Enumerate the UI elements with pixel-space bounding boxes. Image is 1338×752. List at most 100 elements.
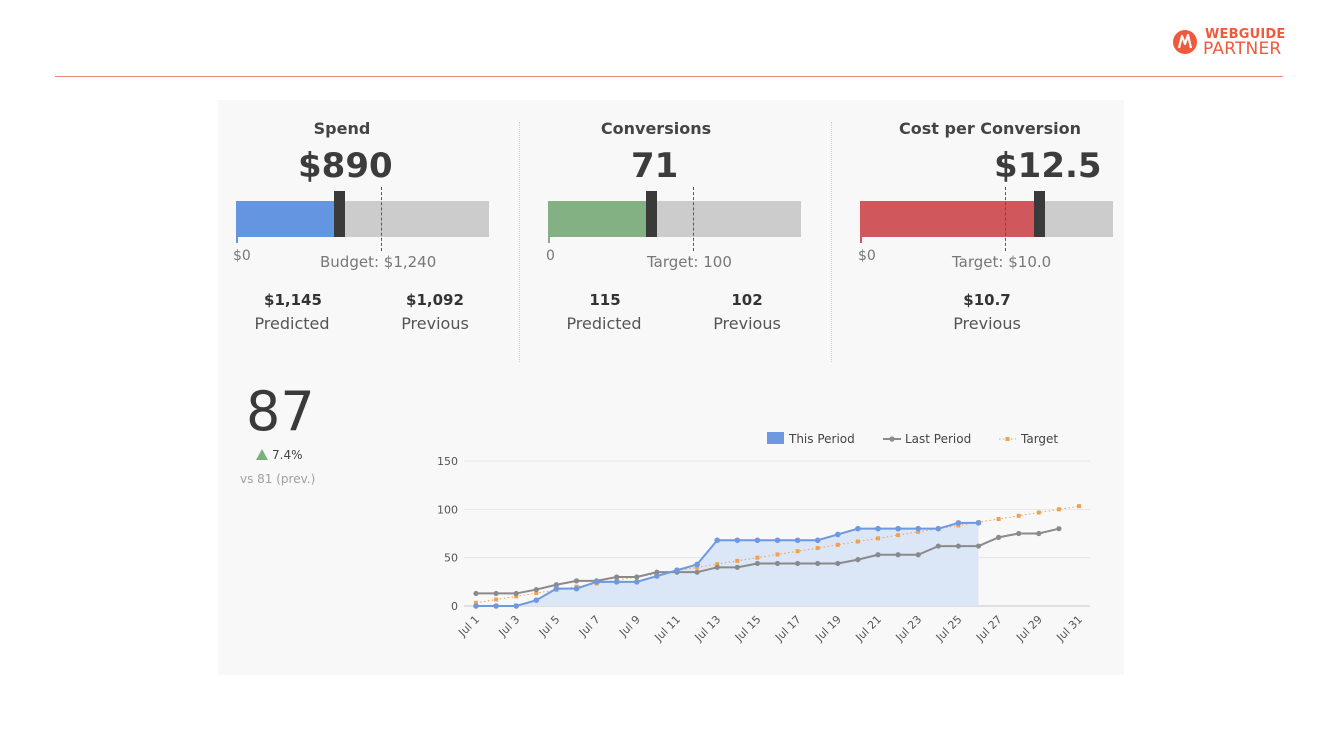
card-separator (831, 122, 832, 362)
bullet-fill (548, 201, 648, 237)
card-separator (519, 122, 520, 362)
this-period-point (573, 585, 580, 592)
target-point (1016, 513, 1021, 518)
card-value: $890 (298, 146, 393, 186)
axis-min-label: $0 (858, 248, 876, 264)
stat-value: $1,092 (406, 291, 464, 309)
x-tick-label: Jul 11 (651, 613, 683, 645)
bullet-fill (236, 201, 336, 237)
last-period-point (835, 560, 841, 567)
this-period-point (895, 525, 901, 532)
bullet-bar (860, 187, 1113, 251)
kpi-value: 87 (246, 380, 315, 443)
last-period-point (694, 569, 700, 575)
last-period-point (915, 552, 921, 558)
this-period-point (814, 537, 821, 544)
last-period-point (1016, 530, 1022, 537)
target-point (715, 562, 720, 567)
kpi-comparison: vs 81 (prev.) (240, 472, 316, 486)
x-tick-label: Jul 15 (732, 613, 764, 645)
y-tick-label: 150 (437, 455, 458, 468)
legend-marker-last-period (889, 436, 895, 442)
target-point (896, 533, 901, 538)
bullet-bar (236, 187, 489, 251)
legend-swatch-this-period (767, 432, 784, 444)
last-period-point (754, 560, 761, 567)
last-period-point (795, 560, 801, 567)
target-point (876, 536, 880, 541)
brand-name-top: WEBGUIDE (1205, 27, 1286, 42)
last-period-point (634, 574, 640, 580)
x-tick-label: Jul 13 (692, 613, 724, 645)
last-period-point (1056, 526, 1062, 532)
brand-logo: WEBGUIDE PARTNER (1172, 26, 1286, 59)
this-period-point (855, 525, 861, 532)
stat-label: Previous (401, 314, 469, 333)
target-label: Target: 100 (647, 253, 732, 271)
stat-label: Previous (953, 314, 1021, 333)
target-point (775, 552, 780, 557)
this-period-point (915, 525, 921, 532)
last-period-point (996, 534, 1002, 540)
card-title: Cost per Conversion (899, 119, 1081, 138)
target-line (380, 187, 382, 251)
last-period-point (875, 552, 881, 558)
x-tick-label: Jul 5 (536, 613, 563, 640)
x-tick-label: Jul 17 (772, 613, 804, 645)
card-title: Spend (313, 119, 371, 138)
legend-label-target: Target (1020, 432, 1058, 446)
this-period-point (513, 603, 519, 609)
last-period-point (714, 564, 720, 570)
kpi-delta-value: 7.4% (272, 448, 303, 462)
target-point (735, 558, 740, 563)
this-period-point (473, 603, 479, 609)
last-period-point (573, 578, 580, 584)
this-period-point (593, 579, 600, 585)
x-tick-label: Jul 31 (1053, 613, 1085, 645)
last-period-point (553, 582, 559, 588)
x-tick-label: Jul 7 (576, 613, 603, 640)
target-label: Target: $10.0 (952, 253, 1052, 271)
this-period-point (533, 597, 540, 603)
this-period-point (694, 561, 700, 568)
stat-label: Predicted (566, 314, 642, 333)
last-period-line (476, 527, 1060, 595)
stat-label: Predicted (254, 314, 330, 333)
target-line (1004, 187, 1006, 251)
target-point (474, 600, 478, 605)
last-period-point (975, 543, 982, 549)
this-period-area (476, 522, 979, 606)
x-tick-label: Jul 23 (893, 613, 925, 645)
last-period-point (734, 564, 740, 570)
target-point (835, 542, 840, 547)
brand-mark-icon (1173, 30, 1197, 54)
last-period-point (493, 590, 499, 597)
this-period-point (654, 573, 660, 579)
legend-label-last-period: Last Period (905, 432, 971, 446)
this-period-point (935, 525, 942, 532)
this-period-point (754, 537, 761, 544)
x-tick-label: Jul 21 (852, 613, 884, 645)
last-period-point (654, 569, 660, 575)
legend-label-this-period: This Period (788, 432, 855, 446)
this-period-point (875, 525, 881, 532)
last-period-point (815, 560, 821, 567)
target-point (534, 591, 539, 596)
this-period-point (955, 520, 962, 526)
target-point (514, 594, 519, 599)
up-triangle-icon (256, 449, 268, 460)
stat-value: 102 (731, 291, 763, 309)
stat-label: Previous (713, 314, 781, 333)
target-point (996, 517, 1001, 521)
target-point (1077, 504, 1081, 509)
this-period-point (493, 603, 499, 609)
y-tick-label: 50 (444, 552, 458, 565)
this-period-point (975, 520, 982, 526)
x-tick-label: Jul 9 (616, 613, 643, 640)
last-period-point (855, 557, 861, 563)
card-title: Conversions (600, 119, 712, 138)
legend-marker-target (1005, 437, 1010, 441)
x-tick-label: Jul 1 (455, 613, 482, 640)
this-period-point (734, 537, 741, 544)
axis-min-label: 0 (546, 248, 555, 264)
